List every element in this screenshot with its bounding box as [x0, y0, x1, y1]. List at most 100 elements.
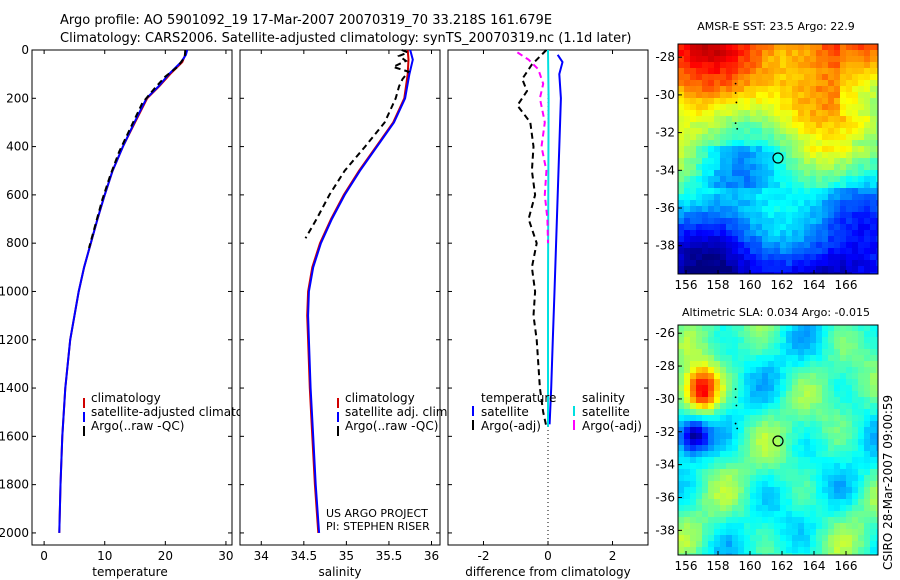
map-cell — [768, 499, 775, 506]
map-cell — [834, 427, 841, 434]
map-cell — [864, 409, 871, 416]
map-cell — [834, 224, 841, 231]
map-cell — [708, 50, 715, 57]
map-cell — [774, 116, 781, 123]
map-cell — [750, 218, 757, 225]
map-cell — [702, 194, 709, 201]
map-cell — [846, 80, 853, 87]
map-cell — [780, 469, 787, 476]
map-cell — [828, 397, 835, 404]
map-cell — [744, 218, 751, 225]
map-cell — [870, 242, 877, 249]
map-cell — [804, 553, 811, 555]
map-cell — [768, 331, 775, 338]
difference-panel: -2 0 2 temperature satellite Argo(-adj) sa… — [447, 49, 649, 579]
map-cell — [816, 194, 823, 201]
map-cell — [798, 92, 805, 99]
map-cell — [756, 421, 763, 428]
map-cell — [774, 535, 781, 542]
map-cell — [816, 212, 823, 219]
map-cell — [744, 194, 751, 201]
map-cell — [738, 68, 745, 75]
map-cell — [792, 140, 799, 147]
map-cell — [714, 529, 721, 536]
map-cell — [702, 236, 709, 243]
map-cell — [786, 433, 793, 440]
map-cell — [750, 86, 757, 93]
map-cell — [846, 146, 853, 153]
map-cell — [804, 337, 811, 344]
map-cell — [738, 439, 745, 446]
map-cell — [726, 92, 733, 99]
map-cell — [792, 68, 799, 75]
map-cell — [738, 98, 745, 105]
map-cell — [816, 122, 823, 129]
map-cell — [714, 164, 721, 171]
map-cell — [810, 529, 817, 536]
map-cell — [840, 80, 847, 87]
map-cell — [828, 194, 835, 201]
map-cell — [678, 331, 685, 338]
map-cell — [822, 457, 829, 464]
map-cell — [768, 170, 775, 177]
map-cell — [720, 56, 727, 63]
map-cell — [816, 385, 823, 392]
map-cell — [834, 194, 841, 201]
map-cell — [780, 349, 787, 356]
map-cell — [834, 433, 841, 440]
map-cell — [804, 451, 811, 458]
map-cell — [756, 427, 763, 434]
map-cell — [822, 415, 829, 422]
map-cell — [678, 200, 685, 207]
map-cell — [864, 248, 871, 255]
map-cell — [690, 427, 697, 434]
map-cell — [738, 421, 745, 428]
map-cell — [732, 427, 739, 434]
map-cell — [684, 499, 691, 506]
map-cell — [768, 361, 775, 368]
map-cell — [804, 266, 811, 273]
map-cell — [696, 439, 703, 446]
map-cell — [780, 224, 787, 231]
map-cell — [864, 349, 871, 356]
map-cell — [840, 98, 847, 105]
map-cell — [738, 80, 745, 87]
y-tick-label: 0 — [21, 43, 29, 57]
map-cell — [738, 158, 745, 165]
map-cell — [846, 98, 853, 105]
map-cell — [738, 337, 745, 344]
map-cell — [696, 541, 703, 548]
map-cell — [816, 373, 823, 380]
map-cell — [768, 164, 775, 171]
map-cell — [732, 260, 739, 267]
map-cell — [810, 415, 817, 422]
map-cell — [864, 50, 871, 57]
map-cell — [714, 415, 721, 422]
map-cell — [852, 421, 859, 428]
map-cell — [810, 361, 817, 368]
map-cell — [786, 152, 793, 159]
map-cell — [852, 98, 859, 105]
map-cell — [804, 385, 811, 392]
map-cell — [816, 457, 823, 464]
map-cell — [738, 349, 745, 356]
map-cell — [864, 140, 871, 147]
map-cell — [708, 68, 715, 75]
map-cell — [840, 457, 847, 464]
map-cell — [744, 98, 751, 105]
map-cell — [696, 391, 703, 398]
map-cell — [828, 553, 835, 555]
map-cell — [756, 212, 763, 219]
map-cell — [858, 469, 865, 476]
map-cell — [846, 463, 853, 470]
map-cell — [864, 236, 871, 243]
map-cell — [816, 152, 823, 159]
map-cell — [756, 62, 763, 69]
map-cell — [876, 218, 878, 225]
map-cell — [834, 535, 841, 542]
map-cell — [864, 146, 871, 153]
map-cell — [762, 499, 769, 506]
map-cell — [828, 50, 835, 57]
map-cell — [738, 547, 745, 554]
map-cell — [828, 535, 835, 542]
